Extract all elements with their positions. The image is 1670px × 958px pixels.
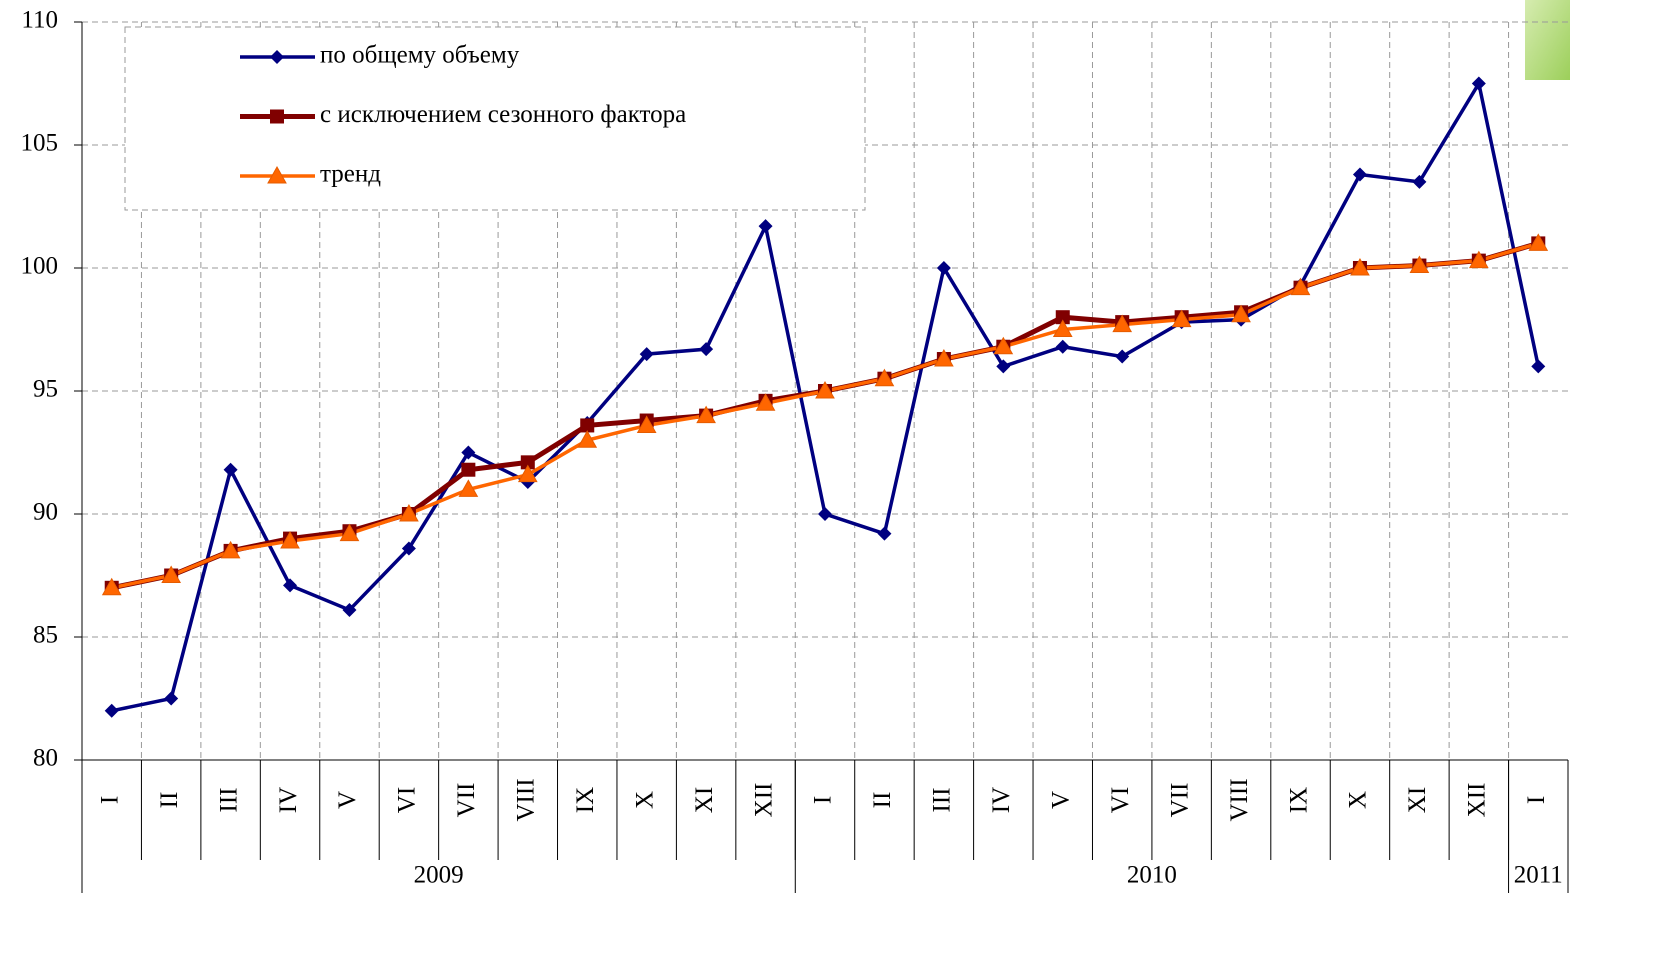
y-tick-label: 80 bbox=[33, 745, 58, 772]
legend-label: по общему объему bbox=[320, 42, 520, 69]
x-tick-label: VIII bbox=[513, 778, 540, 821]
marker bbox=[101, 577, 122, 596]
marker bbox=[270, 50, 284, 64]
marker bbox=[877, 526, 892, 541]
marker bbox=[1290, 277, 1311, 296]
marker bbox=[936, 261, 951, 275]
marker bbox=[1468, 250, 1489, 269]
decoration bbox=[1525, 0, 1570, 80]
marker bbox=[1412, 174, 1427, 189]
x-tick-label: IV bbox=[275, 787, 302, 813]
marker bbox=[815, 380, 835, 399]
x-tick-label: V bbox=[1047, 791, 1074, 809]
group-label: 2010 bbox=[1127, 862, 1177, 889]
marker bbox=[758, 219, 773, 234]
x-tick-label: IX bbox=[572, 787, 599, 813]
marker bbox=[577, 430, 598, 448]
x-tick-label: VII bbox=[453, 783, 480, 818]
x-tick-label: VI bbox=[394, 787, 421, 813]
x-tick-label: V bbox=[334, 791, 361, 809]
x-tick-label: IX bbox=[1285, 787, 1312, 813]
x-tick-label: III bbox=[929, 788, 956, 813]
y-tick-label: 105 bbox=[21, 130, 59, 157]
marker bbox=[220, 540, 241, 559]
marker bbox=[520, 455, 535, 470]
marker bbox=[993, 336, 1014, 355]
marker bbox=[1409, 255, 1430, 274]
marker bbox=[1055, 339, 1070, 354]
marker bbox=[401, 541, 416, 556]
marker bbox=[1171, 309, 1192, 328]
marker bbox=[996, 359, 1011, 374]
marker bbox=[1531, 359, 1546, 374]
marker bbox=[339, 523, 360, 542]
marker bbox=[280, 531, 300, 549]
legend-label: тренд bbox=[320, 161, 381, 188]
marker bbox=[874, 368, 895, 387]
series-line bbox=[111, 241, 1539, 590]
marker bbox=[1471, 76, 1486, 91]
y-tick-label: 90 bbox=[33, 499, 58, 526]
x-tick-label: X bbox=[1345, 791, 1372, 809]
x-tick-label: X bbox=[631, 791, 658, 809]
x-tick-label: VI bbox=[1107, 787, 1134, 813]
marker bbox=[104, 703, 119, 718]
x-tick-label: XII bbox=[750, 783, 777, 818]
marker bbox=[699, 342, 714, 357]
x-tick-label: I bbox=[1523, 796, 1550, 804]
marker bbox=[636, 415, 657, 433]
marker bbox=[267, 165, 287, 184]
y-tick-label: 85 bbox=[33, 622, 58, 649]
x-tick-label: IV bbox=[988, 787, 1015, 813]
marker bbox=[696, 405, 716, 424]
marker bbox=[639, 347, 654, 362]
marker bbox=[1055, 310, 1070, 325]
marker bbox=[461, 462, 476, 477]
marker bbox=[223, 462, 238, 477]
y-tick-label: 110 bbox=[21, 7, 58, 34]
marker bbox=[934, 349, 954, 367]
marker bbox=[818, 507, 832, 521]
x-tick-label: XI bbox=[1404, 787, 1431, 813]
x-tick-label: II bbox=[869, 792, 896, 809]
x-tick-label: XI bbox=[691, 787, 718, 813]
marker bbox=[1352, 167, 1367, 182]
x-tick-label: XII bbox=[1464, 783, 1491, 818]
x-tick-label: I bbox=[810, 796, 837, 804]
marker bbox=[1115, 349, 1130, 364]
marker bbox=[517, 464, 538, 483]
y-tick-label: 95 bbox=[33, 376, 58, 403]
marker bbox=[342, 602, 357, 617]
y-tick-label: 100 bbox=[21, 253, 59, 280]
legend-label: с исключением сезонного фактора bbox=[320, 101, 686, 128]
marker bbox=[1528, 233, 1549, 251]
marker bbox=[1052, 319, 1073, 337]
marker bbox=[580, 418, 595, 433]
marker bbox=[458, 479, 479, 497]
group-label: 2011 bbox=[1514, 862, 1563, 889]
marker bbox=[1231, 304, 1251, 323]
x-tick-label: I bbox=[96, 796, 123, 804]
marker bbox=[461, 445, 476, 460]
x-tick-label: III bbox=[215, 788, 242, 813]
marker bbox=[1350, 257, 1370, 276]
marker bbox=[161, 565, 182, 583]
x-tick-label: II bbox=[156, 792, 183, 809]
marker bbox=[270, 109, 284, 124]
marker bbox=[1112, 314, 1133, 333]
marker bbox=[164, 691, 179, 706]
marker bbox=[399, 503, 419, 522]
marker bbox=[755, 393, 776, 411]
x-tick-label: VIII bbox=[1226, 778, 1253, 821]
group-label: 2009 bbox=[414, 862, 464, 889]
marker bbox=[283, 578, 298, 593]
x-tick-label: VII bbox=[1166, 783, 1193, 818]
